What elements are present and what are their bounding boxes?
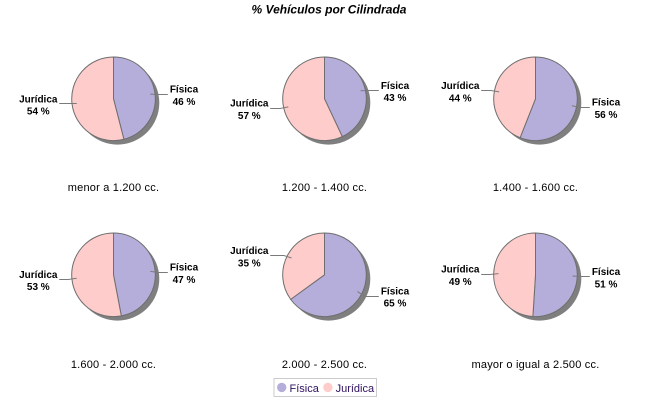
svg-text:Jurídica: Jurídica (230, 246, 269, 257)
svg-text:1.200 - 1.400 cc.: 1.200 - 1.400 cc. (282, 182, 367, 194)
svg-text:Jurídica: Jurídica (336, 383, 375, 395)
svg-text:46 %: 46 % (173, 97, 196, 108)
svg-text:47 %: 47 % (173, 275, 196, 286)
svg-text:Física: Física (381, 286, 410, 297)
svg-text:Jurídica: Jurídica (230, 99, 269, 110)
svg-text:2.000 - 2.500 cc.: 2.000 - 2.500 cc. (282, 359, 367, 371)
svg-text:44 %: 44 % (449, 93, 472, 104)
svg-text:Física: Física (170, 263, 199, 274)
svg-text:mayor o igual a 2.500 cc.: mayor o igual a 2.500 cc. (472, 359, 600, 371)
svg-text:Física: Física (170, 85, 199, 96)
svg-text:Jurídica: Jurídica (441, 265, 480, 276)
svg-text:Jurídica: Jurídica (19, 94, 58, 105)
svg-text:% Vehículos por Cilindrada: % Vehículos por Cilindrada (252, 3, 407, 17)
svg-text:Física: Física (290, 383, 320, 395)
svg-text:53 %: 53 % (27, 282, 50, 293)
svg-text:57 %: 57 % (238, 111, 261, 122)
svg-text:56 %: 56 % (595, 110, 618, 121)
svg-text:Física: Física (381, 81, 410, 92)
svg-text:49 %: 49 % (449, 277, 472, 288)
svg-text:54 %: 54 % (27, 107, 50, 118)
svg-text:51 %: 51 % (595, 279, 618, 290)
svg-text:Jurídica: Jurídica (19, 270, 58, 281)
svg-text:Jurídica: Jurídica (441, 81, 480, 92)
svg-text:Física: Física (592, 98, 621, 109)
svg-text:1.400 - 1.600 cc.: 1.400 - 1.600 cc. (493, 182, 578, 194)
svg-text:Física: Física (592, 267, 621, 278)
svg-text:1.600 - 2.000 cc.: 1.600 - 2.000 cc. (71, 359, 156, 371)
svg-text:menor a 1.200 cc.: menor a 1.200 cc. (68, 182, 159, 194)
svg-text:65 %: 65 % (384, 299, 407, 310)
svg-text:43 %: 43 % (384, 93, 407, 104)
svg-text:35 %: 35 % (238, 258, 261, 269)
